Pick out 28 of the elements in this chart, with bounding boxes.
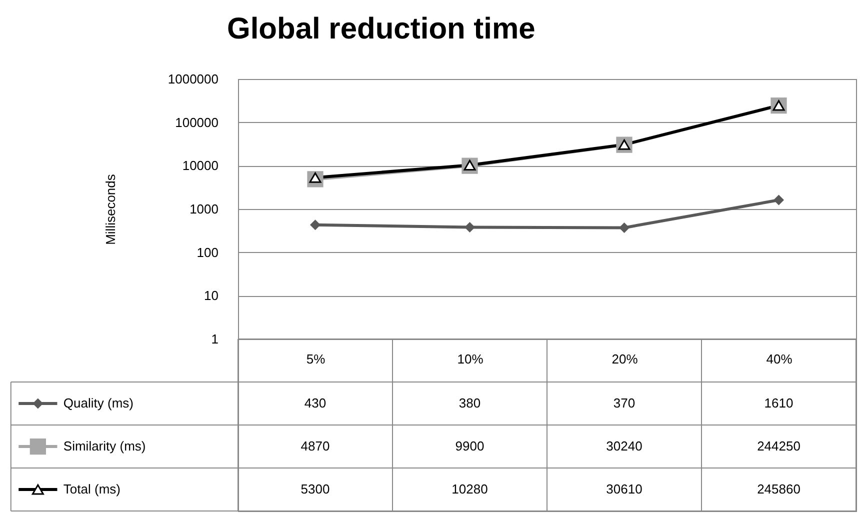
legend-label: Similarity (ms) [63, 438, 146, 454]
data-label: 30240 [606, 438, 642, 454]
y-tick-label: 10 [204, 288, 218, 304]
data-label: 370 [613, 396, 636, 410]
y-tick-label: 10000 [182, 158, 218, 174]
data-label: 30610 [606, 482, 642, 496]
data-label: 244250 [757, 438, 800, 454]
x-tick-label: 10% [457, 352, 484, 366]
data-label: 245860 [757, 482, 800, 496]
y-tick-label: 100000 [175, 114, 218, 130]
chart-title: Global reduction time [227, 12, 536, 46]
data-label: 9900 [455, 438, 484, 454]
y-tick-label: 1000 [190, 202, 218, 216]
legend-label: Total (ms) [63, 482, 120, 496]
x-tick-label: 20% [612, 352, 638, 366]
x-tick-label: 5% [306, 352, 326, 366]
data-label: 4870 [300, 438, 330, 454]
data-label: 5300 [300, 482, 330, 496]
data-label: 10280 [452, 482, 488, 496]
x-tick-label: 40% [766, 352, 793, 366]
data-label: 1610 [764, 396, 794, 410]
data-label: 430 [304, 396, 326, 410]
legend-label: Quality (ms) [63, 396, 134, 410]
y-axis-title: Milliseconds [102, 174, 118, 245]
y-tick-label: 1000000 [168, 72, 218, 86]
data-label: 380 [458, 396, 481, 410]
y-tick-label: 1 [211, 332, 218, 346]
y-tick-label: 100 [196, 244, 218, 260]
